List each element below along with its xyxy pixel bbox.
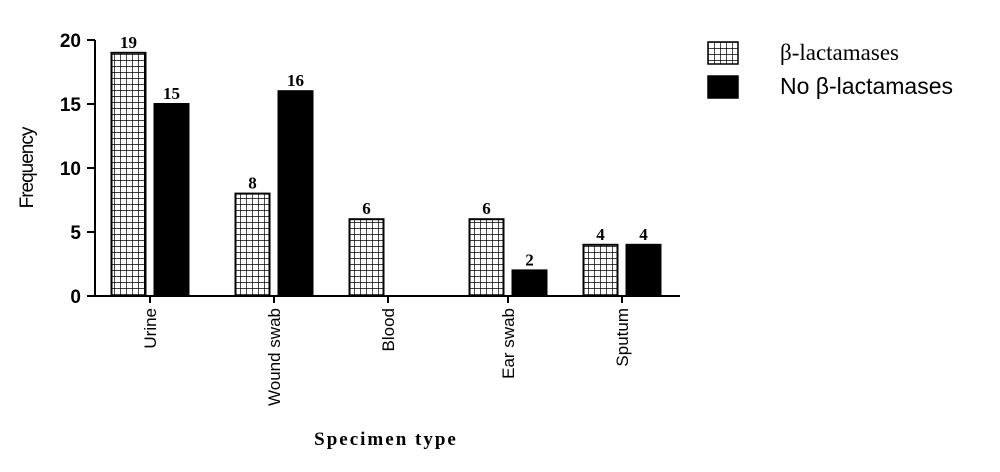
data-label: 8: [248, 174, 257, 193]
legend-label-beta-lactamases: β-lactamases: [780, 40, 899, 65]
y-tick-label: 20: [60, 31, 81, 52]
x-axis-title: Specimen type: [314, 429, 458, 450]
bar-beta-lactamases: [348, 218, 385, 297]
bar-beta-lactamases: [468, 218, 505, 297]
bars: [110, 51, 662, 298]
labels: Urine 19 15 Wound swab 8 16 Blood 6 Ear swab 6 2 Sp…: [120, 33, 648, 406]
bar-no-beta-lactamases: [511, 269, 548, 297]
data-label: 6: [482, 199, 491, 218]
x-tick-label: Wound swab: [265, 308, 284, 406]
x-tick-label: Sputum: [613, 308, 632, 367]
bar-beta-lactamases: [582, 243, 619, 298]
x-tick-label: Ear swab: [499, 308, 518, 379]
y-tick-label: 10: [60, 159, 81, 180]
bar-no-beta-lactamases: [625, 243, 662, 298]
bar-beta-lactamases: [234, 192, 271, 298]
y-axis-title: Frequency: [17, 126, 38, 208]
x-tick-label: Urine: [141, 308, 160, 349]
data-label: 4: [639, 225, 648, 244]
legend: β-lactamases No β-lactamases: [707, 40, 953, 99]
legend-swatch-beta-lactamases: [707, 41, 739, 65]
bar-beta-lactamases: [110, 51, 147, 297]
bar-no-beta-lactamases: [277, 90, 314, 297]
data-label: 15: [163, 84, 180, 103]
data-label: 2: [525, 250, 534, 269]
data-label: 4: [596, 225, 605, 244]
legend-swatch-no-beta-lactamases: [707, 75, 739, 99]
data-label: 16: [287, 71, 304, 90]
y-tick-label: 15: [60, 95, 82, 116]
x-tick-label: Blood: [379, 308, 398, 351]
legend-label-no-beta-lactamases: No β-lactamases: [780, 73, 953, 99]
data-label: 19: [120, 33, 137, 52]
bar-no-beta-lactamases: [153, 103, 190, 297]
data-label: 6: [362, 199, 371, 218]
y-tick-label: 5: [70, 223, 81, 244]
y-tick-label: 0: [70, 287, 81, 308]
